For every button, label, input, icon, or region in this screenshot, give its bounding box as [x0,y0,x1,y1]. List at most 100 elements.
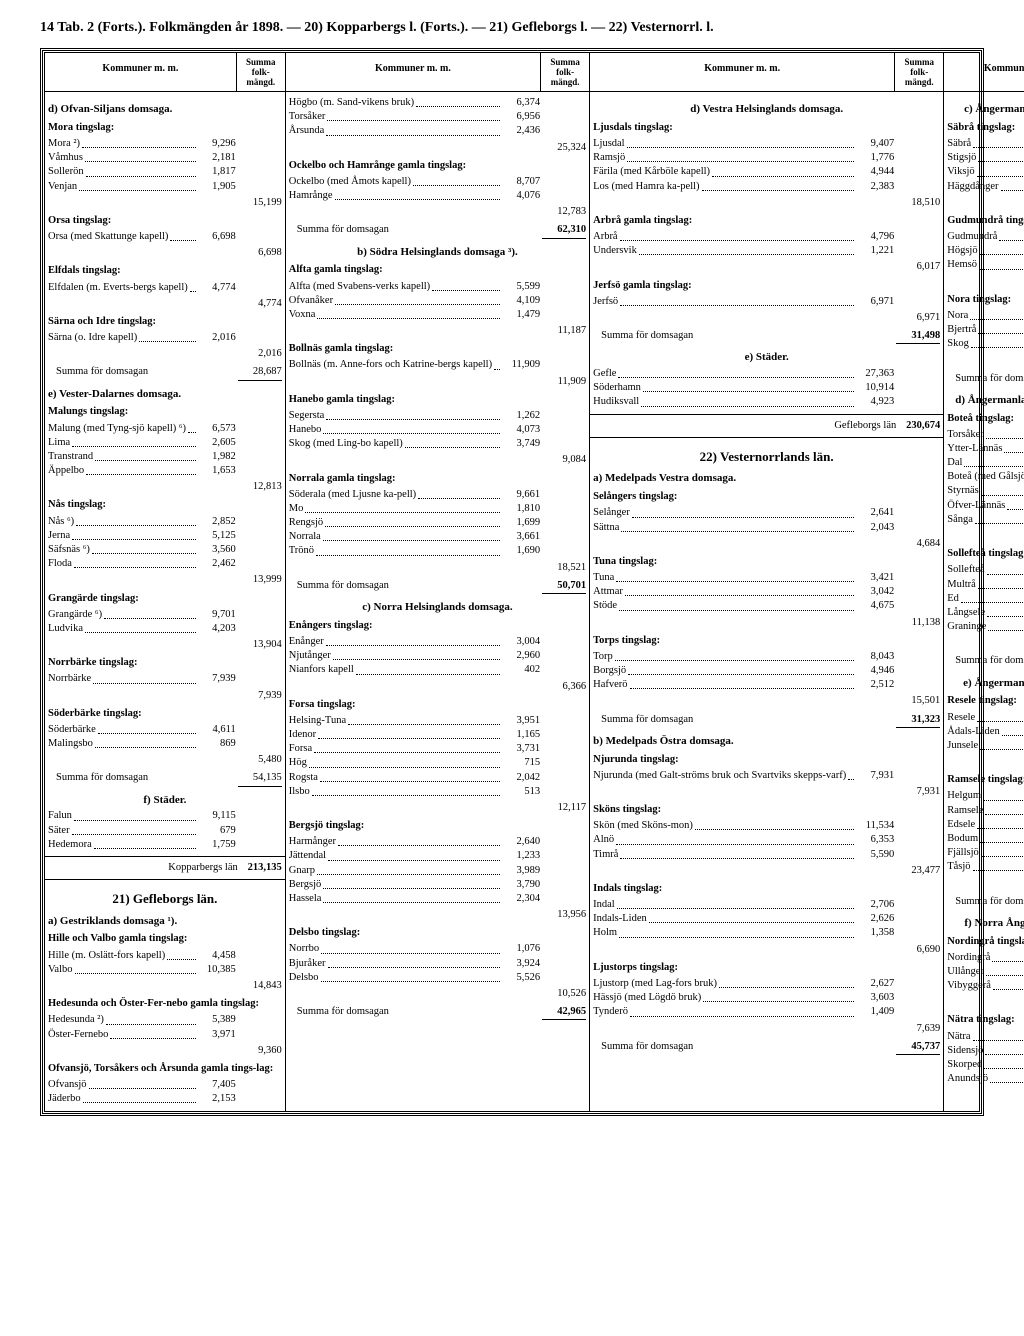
sub-title: Resele tingslag: [947,694,1024,708]
group-total: 11,187 [542,324,586,338]
table-row: Malingsbo869 [48,737,282,751]
column-2: Kommuner m. m. Summa folk-mängd. Högbo (… [286,53,590,1111]
sub-title: Arbrå gamla tingslag: [593,214,940,228]
section-title: d) Ångermanlands Mellersta domsaga. [947,393,1024,408]
sub-title: Mora tingslag: [48,121,282,135]
sum-value: 42,965 [542,1005,586,1020]
table-row: Anundsjö6,528 [947,1072,1024,1086]
row-label: Gnarp [289,864,315,878]
table-row: Bollnäs (m. Anne-fors och Katrine-bergs … [289,358,586,372]
row-label: Ljusdal [593,137,625,151]
row-label: Torsåker [289,110,326,124]
row-label: Los (med Hamra ka-pell) [593,180,699,194]
group-total: 6,690 [896,943,940,957]
row-label: Enånger [289,635,324,649]
row-label: Äppelbo [48,464,84,478]
group-total: 18,521 [542,561,586,575]
row-value: 4,946 [856,664,894,678]
section-title: c) Ångermanlands Södra domsaga. [947,102,1024,117]
row-label: Njutånger [289,649,331,663]
row-value: 1,759 [198,838,236,852]
row-label: Våmhus [48,151,83,165]
col-head-left: Kommuner m. m. [286,53,541,91]
row-label: Norrbo [289,942,319,956]
col-head-right: Summa folk-mängd. [237,53,285,91]
sum-label: Kopparbergs län [48,861,238,875]
sub-title: Ofvansjö, Torsåkers och Årsunda gamla ti… [48,1062,282,1076]
row-value: 1,817 [198,165,236,179]
row-value: 4,611 [198,723,236,737]
sub-title: Indals tingslag: [593,882,940,896]
row-label: Valbo [48,963,73,977]
column-3: Kommuner m. m. Summa folk-mängd. d) Vest… [590,53,944,1111]
row-label: Hedesunda ²) [48,1013,104,1027]
section-title: a) Medelpads Vestra domsaga. [593,471,940,486]
row-label: Viksjö [947,165,974,179]
row-label: Jäderbo [48,1092,81,1106]
sub-title: Alfta gamla tingslag: [289,263,586,277]
row-value: 4,109 [502,294,540,308]
section-title: d) Ofvan-Siljans domsaga. [48,102,282,117]
row-value: 2,042 [502,771,540,785]
group-total: 10,526 [542,987,586,1001]
table-row: Öster-Fernebo3,971 [48,1028,282,1042]
row-value: 3,731 [502,742,540,756]
sub-title: Särna och Idre tingslag: [48,315,282,329]
col-head: Kommuner m. m. Summa folk-mängd. [590,53,943,92]
row-value: 1,233 [502,849,540,863]
row-value: 9,701 [198,608,236,622]
row-label: Skog (med Ling-bo kapell) [289,437,403,451]
row-value: 1,776 [856,151,894,165]
row-label: Hamrånge [289,189,333,203]
region-title: 22) Vesternorrlands län. [593,448,940,466]
group-total: 4,684 [896,537,940,551]
table-row: Häggdånger1,069 [947,180,1024,194]
row-label: Indal [593,898,615,912]
sub-title: Sköns tingslag: [593,803,940,817]
row-value: 2,512 [856,678,894,692]
group-total: 13,956 [542,908,586,922]
sub-title: Malungs tingslag: [48,405,282,419]
sum-value: 213,135 [238,861,282,875]
row-value: 3,421 [856,571,894,585]
sub-title: Söderbärke tingslag: [48,707,282,721]
row-label: Färila (med Kårböle kapell) [593,165,710,179]
row-value: 3,661 [502,530,540,544]
sub-title: Norrbärke tingslag: [48,656,282,670]
row-label: Särna (o. Idre kapell) [48,331,137,345]
row-value: 1,262 [502,409,540,423]
row-label: Söderbärke [48,723,96,737]
group-total: 6,698 [238,246,282,260]
sub-title: Jerfsö gamla tingslag: [593,279,940,293]
row-label: Mo [289,502,304,516]
row-label: Hög [289,756,307,770]
row-label: Timrå [593,848,618,862]
table-row: Hafverö2,512 [593,678,940,692]
sub-title: Nätra tingslag: [947,1013,1024,1027]
sub-title: Bollnäs gamla tingslag: [289,342,586,356]
group-total: 6,366 [542,680,586,694]
row-value: 4,675 [856,599,894,613]
group-total: 4,774 [238,297,282,311]
table-row: Timrå5,590 [593,848,940,862]
section-title: e) Ångermanlands Vestra domsaga. [947,676,1024,691]
sum-label: Summa för domsagan [289,1005,542,1020]
row-value: 869 [198,737,236,751]
row-label: Segersta [289,409,325,423]
table-row: Delsbo5,526 [289,971,586,985]
sum-value: 45,737 [896,1040,940,1055]
sub-title: Grangärde tingslag: [48,592,282,606]
sub-title: Gudmundrå tingslag: [947,214,1024,228]
row-label: Häggdånger [947,180,998,194]
group-total: 12,813 [238,480,282,494]
column-4: Kommuner m. m. Summa folk-mängd. c) Ånge… [944,53,1024,1111]
table-row: Hudiksvall4,923 [593,395,940,409]
sub-title: Ljustorps tingslag: [593,961,940,975]
sub-title: Torps tingslag: [593,634,940,648]
section-title: e) Vester-Dalarnes domsaga. [48,387,282,402]
row-label: Dal [947,456,962,470]
row-label: Nätra [947,1030,970,1044]
group-total: 9,084 [542,453,586,467]
table-row: Njurunda (med Galt-ströms bruk och Svart… [593,769,940,783]
row-value: 2,043 [856,521,894,535]
